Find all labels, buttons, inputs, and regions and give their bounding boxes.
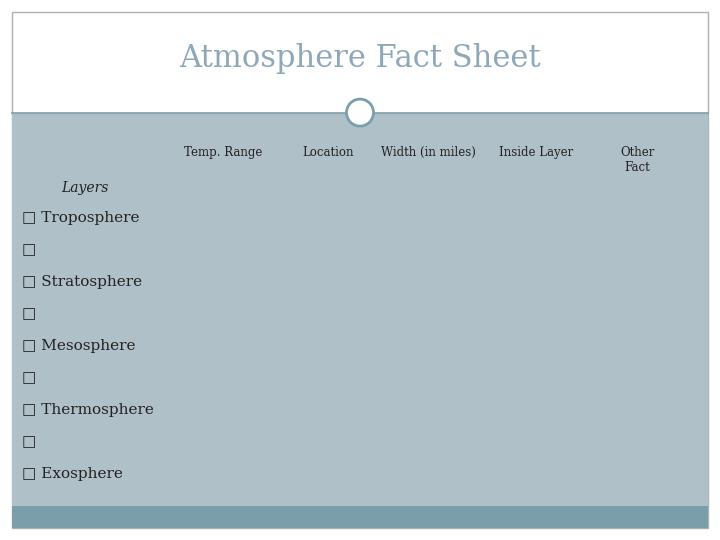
Text: Inside Layer: Inside Layer (499, 146, 574, 159)
Text: □: □ (22, 307, 36, 321)
Text: Other
Fact: Other Fact (620, 146, 654, 174)
Text: □ Troposphere: □ Troposphere (22, 211, 139, 225)
Text: □ Thermosphere: □ Thermosphere (22, 403, 153, 417)
Text: □ Exosphere: □ Exosphere (22, 467, 122, 481)
Text: Width (in miles): Width (in miles) (381, 146, 476, 159)
Text: □ Mesosphere: □ Mesosphere (22, 339, 135, 353)
Bar (12, 507, 708, 528)
Text: Atmosphere Fact Sheet: Atmosphere Fact Sheet (179, 43, 541, 74)
Text: □: □ (22, 244, 36, 258)
Text: □: □ (22, 435, 36, 449)
Text: Location: Location (302, 146, 354, 159)
Text: □: □ (22, 372, 36, 386)
Bar (12, 113, 708, 507)
Text: □ Stratosphere: □ Stratosphere (22, 275, 142, 289)
Text: Temp. Range: Temp. Range (184, 146, 262, 159)
Text: Layers: Layers (61, 181, 109, 195)
Circle shape (346, 99, 374, 126)
